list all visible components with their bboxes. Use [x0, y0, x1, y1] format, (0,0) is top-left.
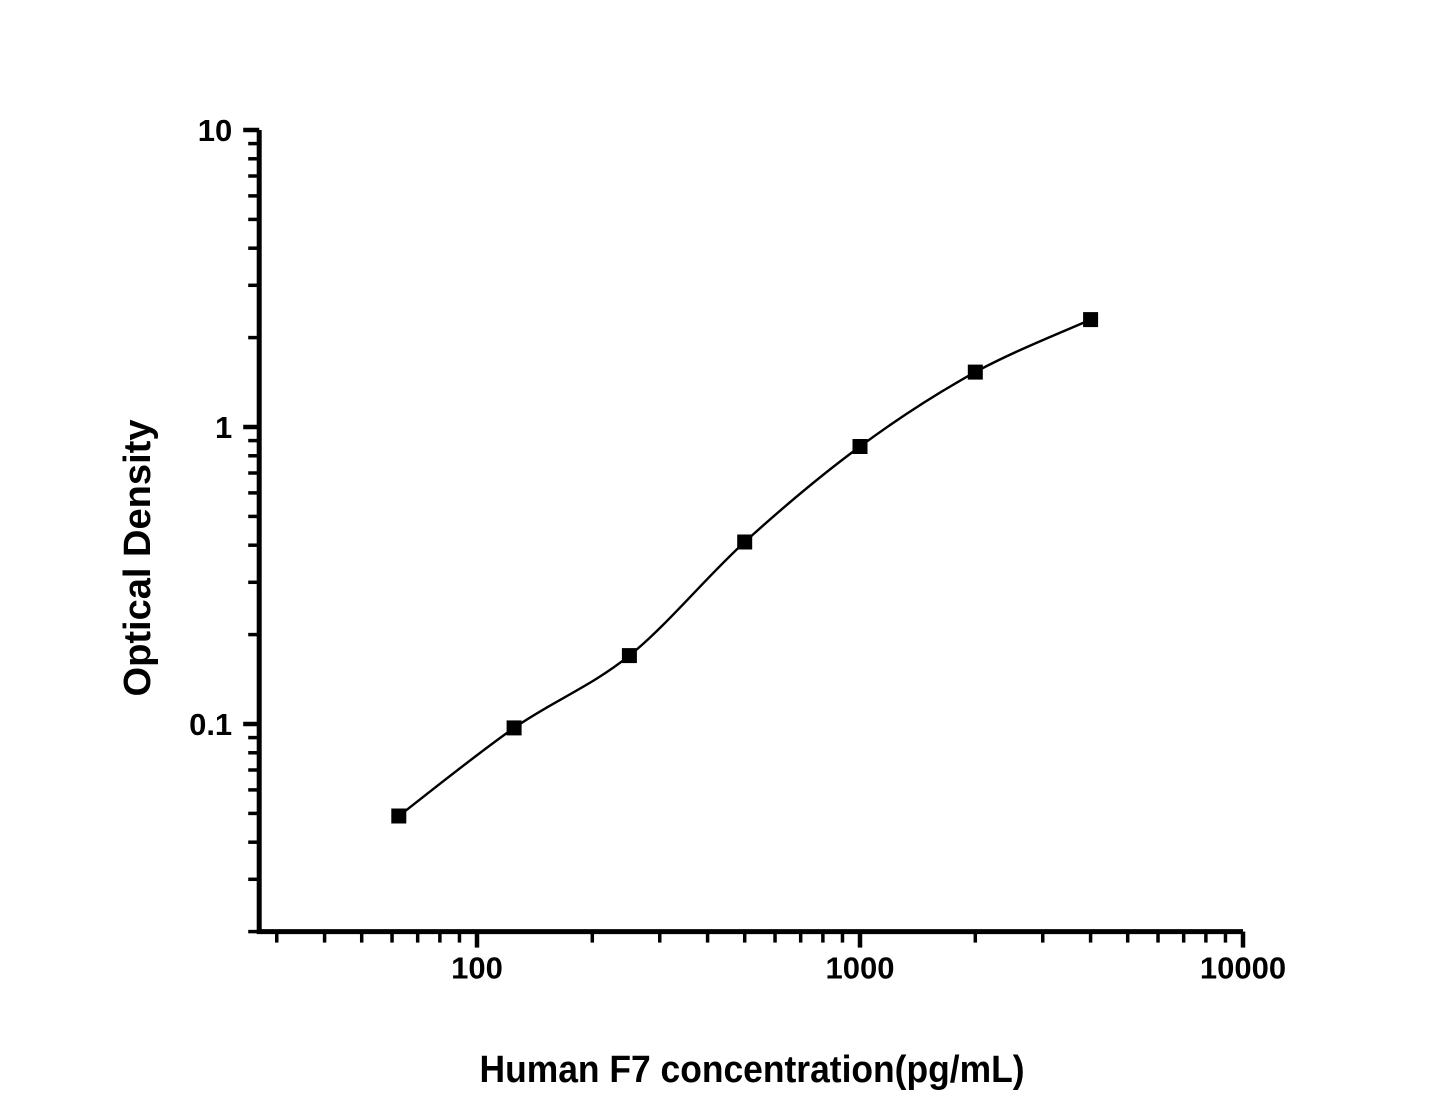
y-tick-label-1: 1	[215, 410, 232, 445]
data-point-markers	[391, 312, 1099, 824]
axis-lines	[256, 130, 1243, 935]
standard-curve-line	[397, 318, 1092, 818]
data-point-4000	[1083, 312, 1099, 328]
data-point-2000	[967, 364, 983, 380]
data-point-500	[737, 534, 753, 550]
data-point-125	[506, 720, 522, 736]
y-axis-title: Optical Density	[117, 420, 159, 697]
data-point-1000	[852, 439, 868, 454]
y-tick-label-0.1: 0.1	[189, 707, 232, 742]
x-tick-label-100: 100	[451, 951, 503, 986]
x-tick-label-1000: 1000	[826, 951, 895, 986]
x-axis-title: Human F7 concentration(pg/mL)	[480, 1049, 1025, 1091]
data-point-250	[621, 648, 637, 664]
data-point-62.5	[391, 808, 407, 824]
x-tick-label-10000: 10000	[1200, 951, 1286, 986]
y-tick-label-10: 10	[198, 113, 232, 148]
